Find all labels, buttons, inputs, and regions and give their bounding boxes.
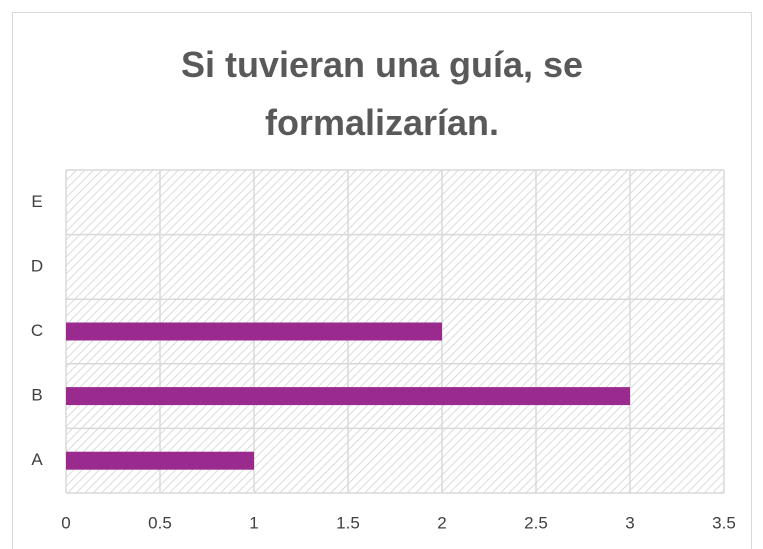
bar: [66, 451, 254, 470]
y-tick-label: B: [31, 386, 42, 405]
y-tick-label: A: [31, 450, 43, 469]
chart-title: Si tuvieran una guía, se formalizarían.: [180, 44, 584, 143]
chart-frame: [12, 12, 752, 549]
y-tick-label: D: [31, 256, 43, 275]
y-tick-label: C: [31, 321, 43, 340]
x-tick-label: 0.5: [148, 513, 172, 532]
bar: [66, 322, 442, 341]
y-tick-label: E: [31, 192, 42, 211]
x-tick-label: 2.5: [524, 513, 548, 532]
bar: [66, 387, 630, 406]
x-tick-label: 1.5: [336, 513, 360, 532]
x-tick-label: 3: [625, 513, 634, 532]
x-tick-label: 3.5: [712, 513, 736, 532]
x-tick-label: 0: [61, 513, 70, 532]
x-tick-label: 2: [437, 513, 446, 532]
x-tick-label: 1: [249, 513, 258, 532]
